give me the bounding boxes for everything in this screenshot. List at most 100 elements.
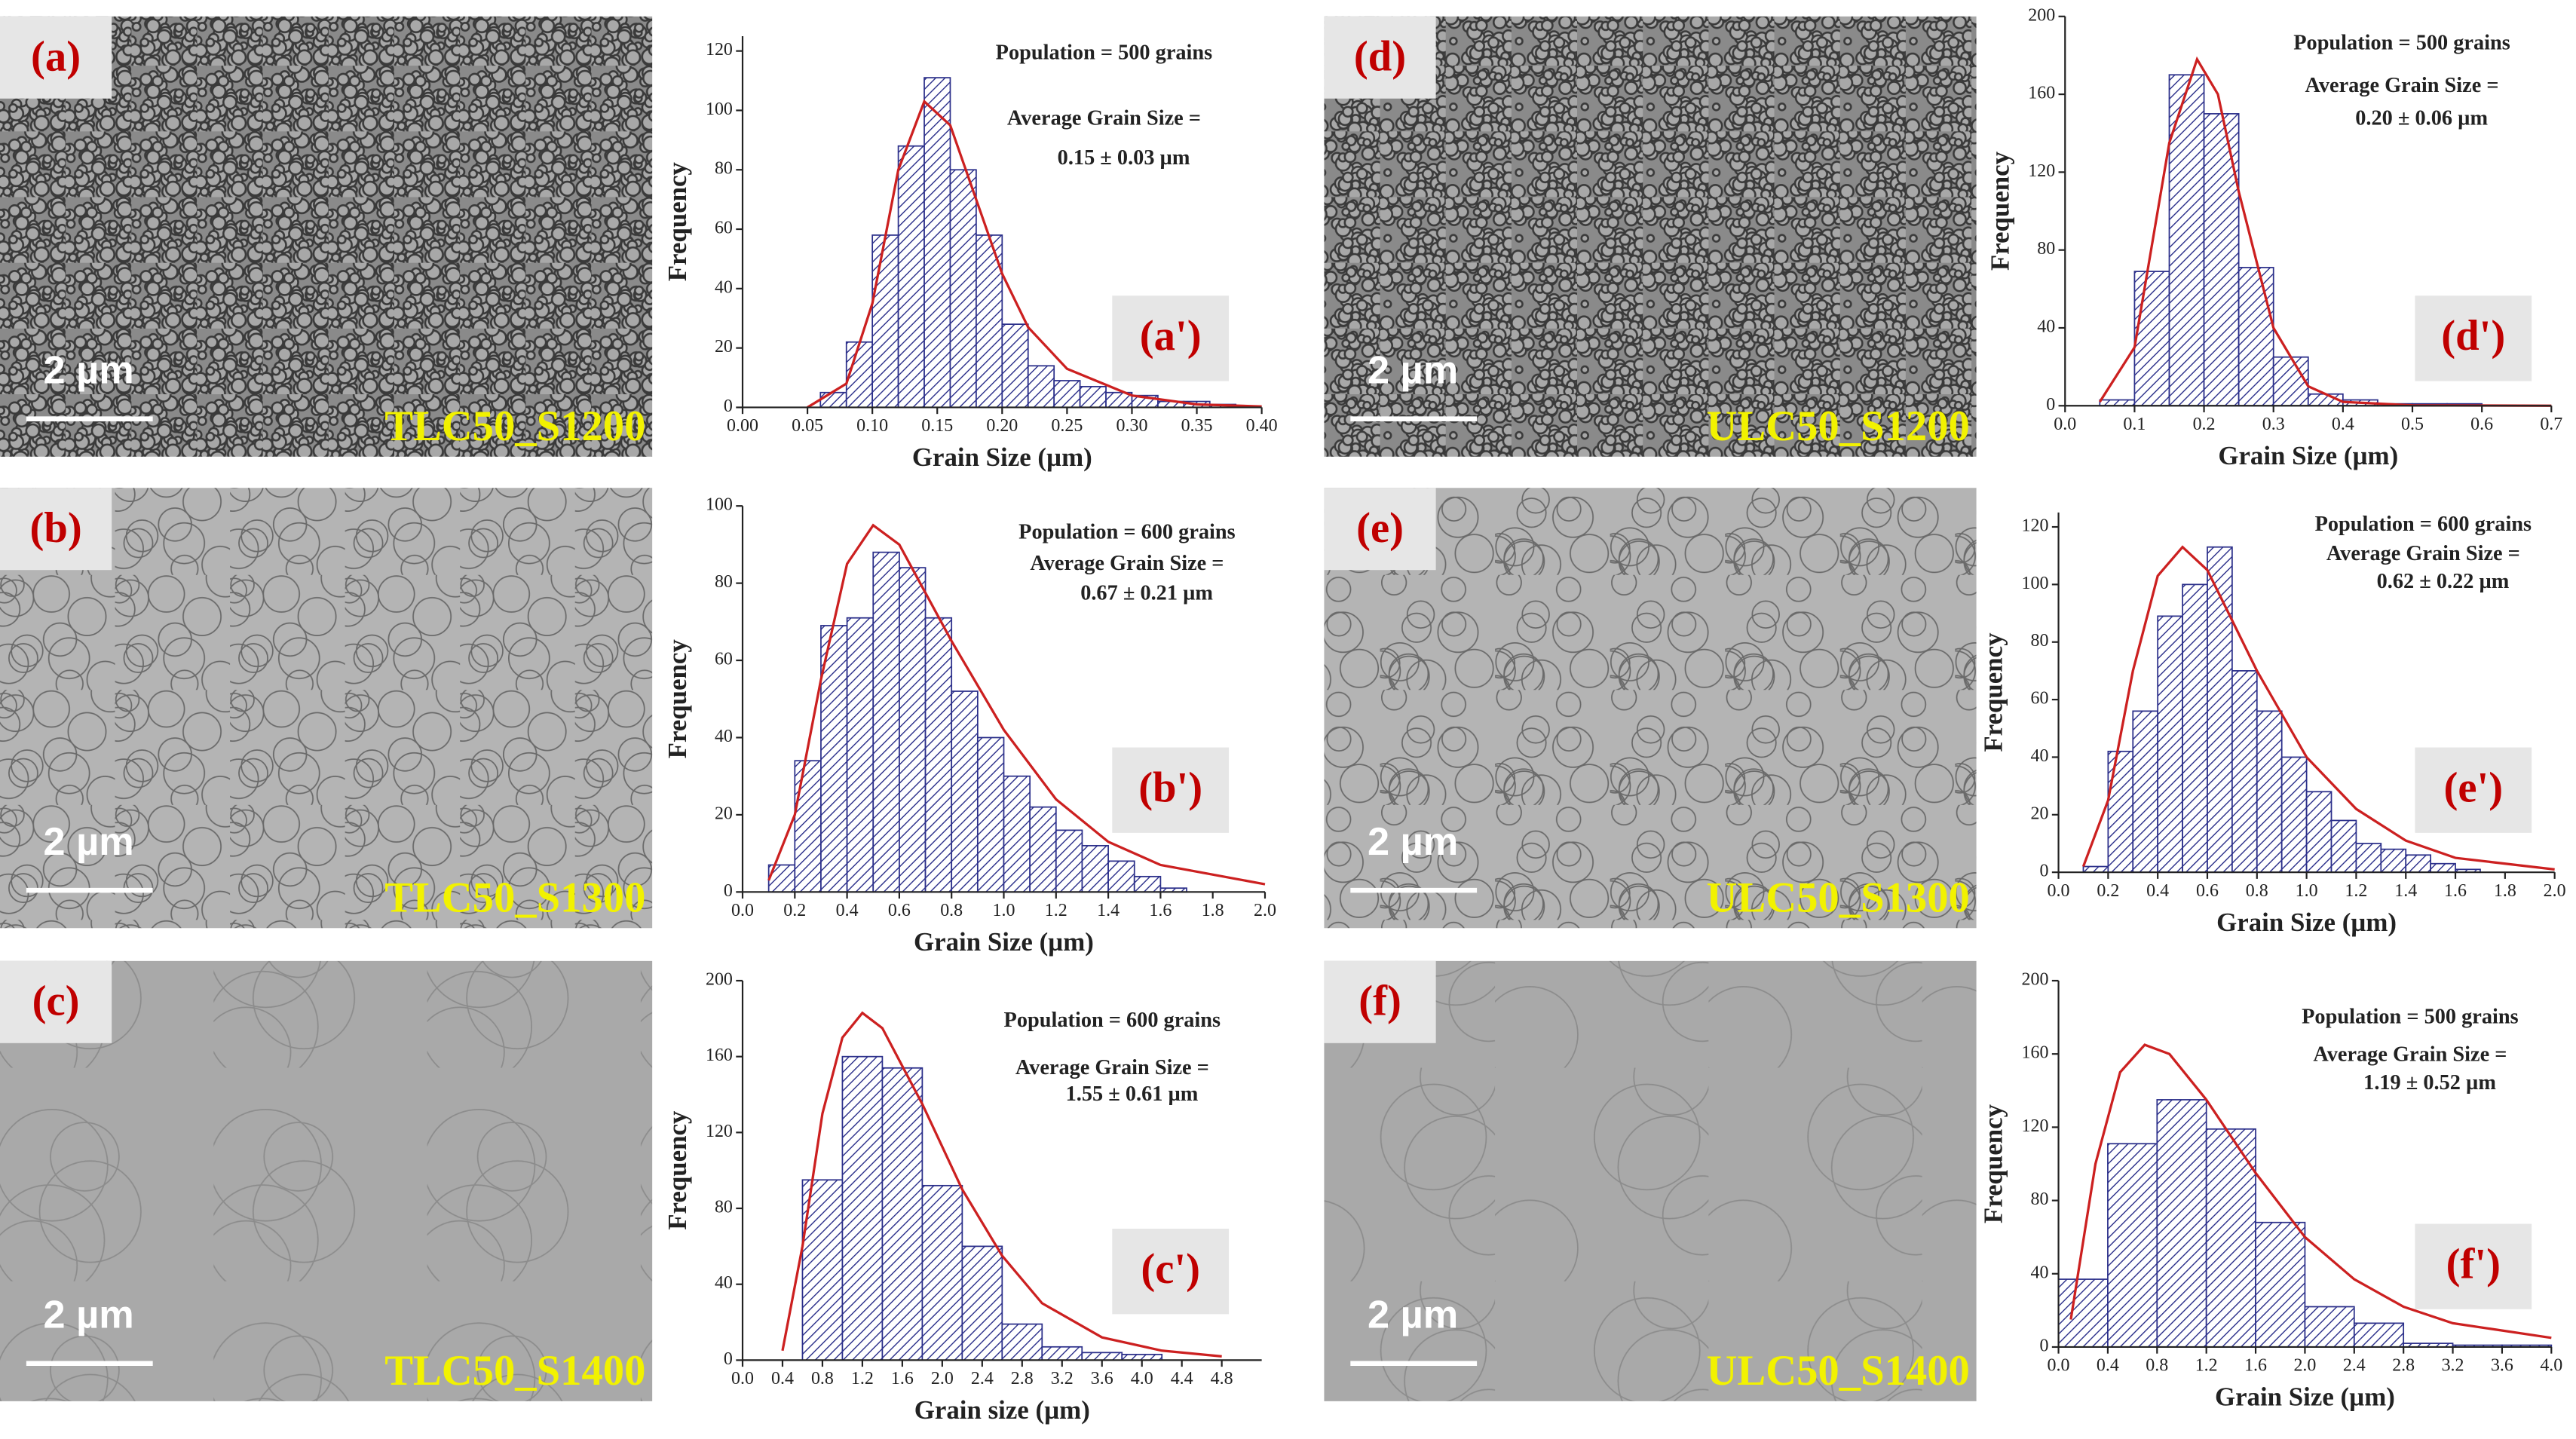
panel-label: (b') bbox=[1138, 764, 1202, 811]
x-tick-label: 1.8 bbox=[1202, 901, 1224, 920]
y-tick-label: 60 bbox=[2031, 689, 2049, 709]
bar bbox=[881, 1067, 924, 1361]
x-tick-label: 0.05 bbox=[792, 416, 823, 436]
y-tick-label: 40 bbox=[2031, 1263, 2049, 1282]
x-tick-label: 0.8 bbox=[811, 1369, 834, 1388]
x-tick-label: 3.2 bbox=[2442, 1356, 2464, 1376]
x-tick-label: 0.8 bbox=[2246, 881, 2268, 901]
x-tick-label: 0.2 bbox=[783, 901, 806, 920]
x-tick-label: 4.8 bbox=[1211, 1369, 1233, 1388]
bar bbox=[819, 391, 847, 409]
sample-name: ULC50_S1200 bbox=[1707, 403, 1970, 450]
sample-name: TLC50_S1200 bbox=[384, 403, 645, 450]
bar bbox=[2132, 710, 2159, 874]
bar bbox=[961, 1245, 1003, 1361]
bar bbox=[2330, 819, 2357, 874]
bar bbox=[951, 690, 979, 893]
x-tick-label: 0.8 bbox=[2146, 1356, 2168, 1376]
x-tick-label: 0.4 bbox=[771, 1369, 794, 1388]
x-axis-label: Grain size (µm) bbox=[914, 1395, 1090, 1425]
y-tick-label: 0 bbox=[2039, 862, 2048, 881]
x-tick-label: 1.0 bbox=[2296, 881, 2318, 901]
annotation: Population = 500 grains bbox=[2302, 1006, 2519, 1029]
panel-label: (c') bbox=[1141, 1246, 1200, 1293]
bar bbox=[2133, 271, 2170, 407]
bar bbox=[2231, 670, 2258, 874]
bar bbox=[1081, 1352, 1123, 1361]
y-tick-label: 120 bbox=[706, 1122, 733, 1141]
x-tick-label: 2.0 bbox=[2293, 1356, 2316, 1376]
x-tick-label: 2.0 bbox=[2544, 881, 2566, 901]
annotation: Average Grain Size = bbox=[2305, 74, 2499, 97]
y-tick-label: 120 bbox=[2022, 1116, 2049, 1136]
x-tick-label: 4.4 bbox=[1171, 1369, 1193, 1388]
annotation: 1.55 ± 0.61 µm bbox=[1066, 1082, 1199, 1106]
x-axis-label: Grain Size (µm) bbox=[912, 442, 1092, 472]
x-tick-label: 2.8 bbox=[1011, 1369, 1034, 1388]
y-tick-label: 100 bbox=[706, 100, 733, 119]
bar bbox=[794, 760, 822, 893]
x-tick-label: 0.15 bbox=[921, 416, 953, 436]
bar bbox=[841, 1055, 884, 1361]
x-tick-label: 0.0 bbox=[731, 1369, 754, 1388]
panel-label: (a') bbox=[1140, 313, 1202, 360]
bar bbox=[2380, 848, 2407, 874]
x-tick-label: 3.6 bbox=[2491, 1356, 2513, 1376]
y-tick-label: 0 bbox=[724, 396, 733, 416]
x-tick-label: 1.0 bbox=[993, 901, 1015, 920]
bar bbox=[2099, 399, 2136, 407]
image-label-box bbox=[1324, 488, 1436, 571]
y-tick-label: 100 bbox=[706, 495, 733, 515]
bar bbox=[2205, 1128, 2256, 1348]
bar bbox=[924, 77, 951, 409]
bar bbox=[1079, 385, 1107, 409]
y-tick-label: 120 bbox=[2028, 161, 2055, 181]
y-tick-label: 0 bbox=[724, 881, 733, 901]
fit-curve bbox=[767, 523, 1266, 886]
annotation: Average Grain Size = bbox=[1007, 107, 1201, 130]
x-tick-label: 3.2 bbox=[1051, 1369, 1074, 1388]
y-tick-label: 40 bbox=[2037, 317, 2055, 336]
x-tick-label: 2.8 bbox=[2392, 1356, 2415, 1376]
bar bbox=[2082, 865, 2109, 874]
bar bbox=[2353, 1322, 2405, 1348]
y-axis-label: Frequency bbox=[1979, 632, 2008, 752]
x-tick-label: 1.2 bbox=[851, 1369, 874, 1388]
bar bbox=[2405, 854, 2432, 874]
y-tick-label: 120 bbox=[2022, 516, 2049, 536]
sample-name: ULC50_S1300 bbox=[1707, 874, 1970, 921]
bar bbox=[921, 1184, 963, 1361]
bar bbox=[899, 567, 927, 893]
bar bbox=[1053, 380, 1081, 409]
image-label: (f) bbox=[1358, 978, 1401, 1025]
annotation: Average Grain Size = bbox=[1030, 552, 1224, 575]
x-tick-label: 1.6 bbox=[2444, 881, 2467, 901]
x-axis-label: Grain Size (µm) bbox=[2218, 441, 2398, 470]
x-tick-label: 0.40 bbox=[1246, 416, 1278, 436]
bar bbox=[872, 551, 900, 893]
scale-bar-label: 2 µm bbox=[44, 348, 134, 392]
y-tick-label: 40 bbox=[715, 727, 733, 746]
fit-curve bbox=[2069, 1043, 2552, 1339]
scale-bar-label: 2 µm bbox=[44, 1294, 134, 1337]
y-tick-label: 60 bbox=[715, 219, 733, 238]
annotation: 0.20 ± 0.06 µm bbox=[2355, 107, 2488, 130]
annotation: Population = 600 grains bbox=[1004, 1009, 1221, 1032]
y-axis-label: Frequency bbox=[1979, 1104, 2008, 1223]
x-tick-label: 1.4 bbox=[1097, 901, 1120, 920]
bar bbox=[846, 617, 874, 893]
annotation: Population = 500 grains bbox=[2293, 31, 2510, 54]
x-tick-label: 0.4 bbox=[2332, 415, 2354, 434]
bar bbox=[1041, 1346, 1083, 1361]
fit-curve bbox=[2098, 56, 2552, 407]
y-tick-label: 160 bbox=[2022, 1043, 2049, 1063]
x-tick-label: 0.2 bbox=[2193, 415, 2216, 434]
x-tick-label: 1.6 bbox=[2244, 1356, 2267, 1376]
panel-label: (f') bbox=[2446, 1241, 2501, 1287]
x-tick-label: 0.8 bbox=[940, 901, 963, 920]
bar bbox=[2255, 1221, 2306, 1348]
x-tick-label: 1.6 bbox=[891, 1369, 914, 1388]
x-axis-label: Grain Size (µm) bbox=[2215, 1382, 2395, 1412]
fit-curve bbox=[781, 1011, 1222, 1358]
